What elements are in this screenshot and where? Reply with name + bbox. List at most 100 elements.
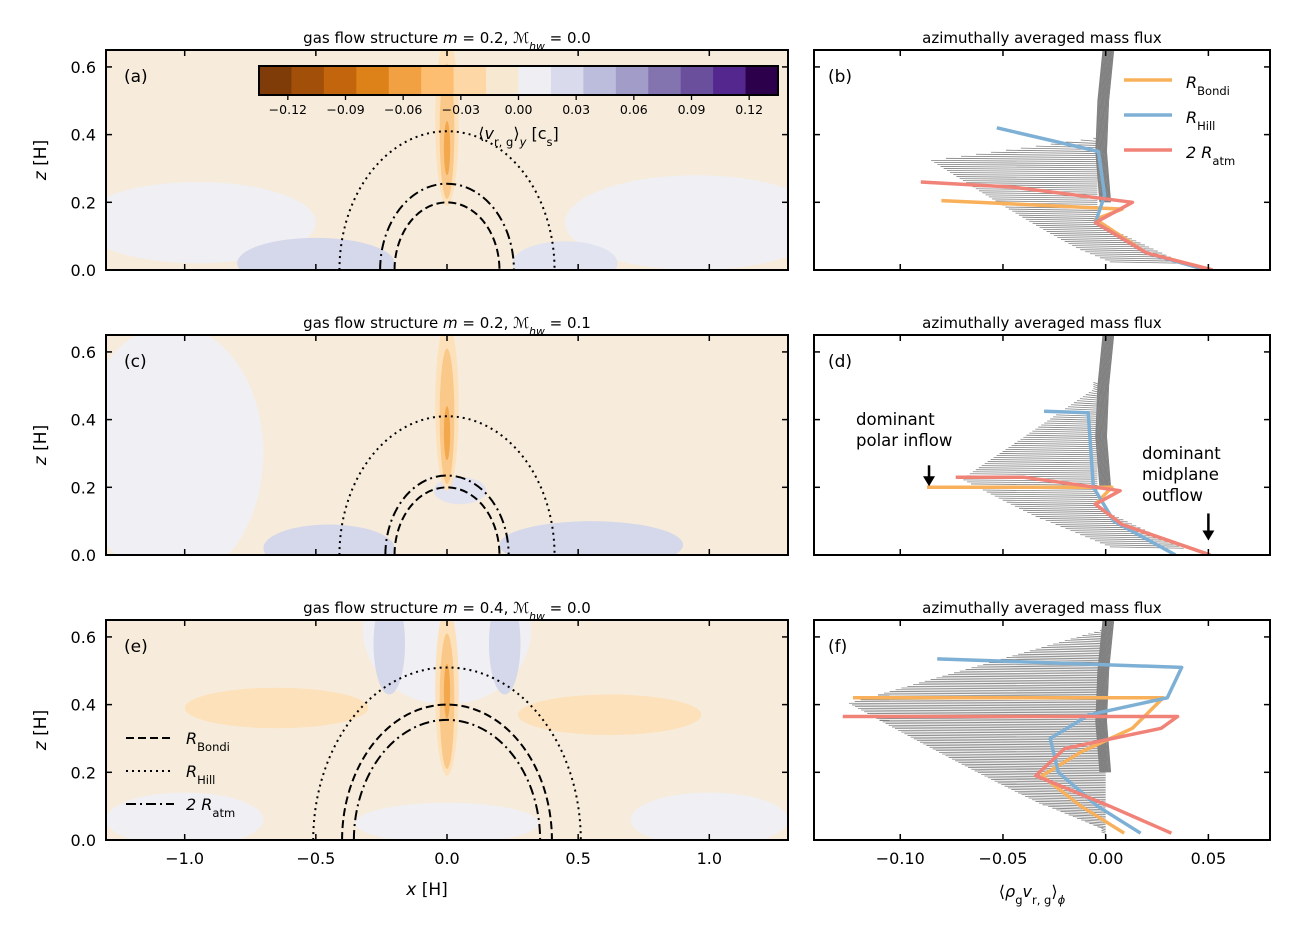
profile-column	[1105, 50, 1114, 203]
profile-line	[999, 453, 1098, 456]
profile-line	[1006, 657, 1106, 660]
colorbar-swatch	[453, 66, 487, 95]
y-tick-label: 0.2	[71, 763, 96, 782]
text-part: ρ	[1005, 882, 1015, 901]
profile-line	[937, 164, 1098, 167]
profile-line	[1032, 222, 1102, 226]
profile-line	[961, 155, 1098, 159]
profile-column	[1102, 50, 1111, 203]
contour-field	[106, 620, 788, 840]
profile-line	[1046, 231, 1120, 234]
text-part: [H]	[31, 140, 51, 171]
profile-line	[855, 706, 1106, 709]
profile-line	[1018, 507, 1102, 511]
profile-line	[1026, 434, 1098, 437]
profile-line	[1099, 542, 1176, 545]
colorbar-swatch	[323, 66, 357, 95]
y-tick-label: 0.2	[71, 478, 96, 497]
profile-line	[1006, 501, 1098, 504]
profile-column	[1101, 50, 1111, 203]
atm-radius-circle	[379, 183, 515, 271]
text-part: m	[443, 599, 458, 617]
colorbar-swatch	[550, 66, 584, 95]
x-tick-label: −1.0	[165, 849, 204, 868]
profile-line	[1070, 404, 1098, 407]
profile-column	[1104, 50, 1113, 203]
neutral-region	[565, 175, 788, 270]
profile-line	[1017, 440, 1098, 444]
profile-column	[1096, 335, 1105, 488]
profile-line	[977, 665, 1106, 668]
polar-jet-core	[443, 664, 451, 719]
profile-line	[1023, 652, 1106, 655]
polar-jet-core	[443, 406, 451, 461]
y-tick-label: 0.4	[71, 696, 96, 715]
profile-line	[878, 694, 1106, 697]
profile-line	[1093, 386, 1098, 389]
profile-line	[1053, 643, 1106, 646]
x-tick-label: −0.5	[296, 849, 335, 868]
text-part: 2 R	[186, 795, 212, 814]
panel-title: gas flow structure m = 0.2, ℳhw = 0.0	[303, 29, 591, 53]
profile-line	[990, 493, 1098, 496]
text-part: gas flow structure	[303, 314, 443, 332]
profile-line	[1101, 828, 1106, 831]
colorbar-label: ⟨vr, g⟩y [cs]	[478, 124, 559, 149]
profile-line	[1036, 224, 1107, 228]
text-part: [c	[526, 124, 546, 143]
text-part: g	[1015, 893, 1022, 907]
profile-line	[1025, 218, 1098, 221]
text-part: [H]	[31, 710, 51, 741]
text-part: gas flow structure	[303, 29, 443, 47]
profile-line	[929, 746, 1106, 750]
colorbar-swatch	[518, 66, 552, 95]
neutral-region	[630, 792, 788, 840]
text-part: ℳ	[513, 314, 529, 332]
profile-line	[977, 772, 1106, 775]
profile-line	[913, 738, 1106, 741]
profile-line	[948, 757, 1106, 760]
profile-line	[993, 457, 1098, 460]
profile-column	[1103, 50, 1112, 203]
profile-line	[963, 479, 1098, 482]
profile-column	[1096, 50, 1106, 203]
profile-line	[882, 721, 1106, 724]
inflow-region	[499, 521, 684, 555]
text-part: y	[519, 135, 527, 149]
profile-line	[932, 748, 1106, 751]
panel-label: (d)	[828, 352, 852, 372]
y-tick-label: 0.6	[71, 343, 96, 362]
profile-line	[946, 157, 1098, 161]
profile-line	[1024, 795, 1106, 799]
inflow-region	[237, 237, 395, 270]
profile-line	[1053, 235, 1128, 238]
profile-line	[879, 719, 1106, 722]
text-part: hw	[529, 325, 545, 338]
profile-line	[1085, 536, 1163, 539]
profile-column	[1095, 335, 1104, 488]
profile-line	[1104, 259, 1180, 262]
panel-label: (c)	[124, 352, 147, 372]
profile-line	[1080, 534, 1158, 537]
text-part: z	[31, 455, 51, 466]
profile-line	[1070, 638, 1106, 641]
y-tick-label: 0.6	[71, 628, 96, 647]
profile-column	[1101, 335, 1111, 488]
profile-line	[955, 760, 1106, 763]
profile-line	[895, 689, 1106, 692]
profile-line	[1020, 438, 1098, 441]
profile-line	[1018, 214, 1098, 217]
x-tick-label: 0.0	[434, 849, 459, 868]
profile-line	[1076, 400, 1098, 403]
profile-line	[1073, 402, 1098, 405]
text-part: = 0.0	[545, 599, 591, 617]
profile-line	[990, 459, 1098, 462]
profile-line	[1035, 516, 1120, 519]
legend-label-atm: 2 Ratm	[186, 795, 235, 820]
panel-title: gas flow structure m = 0.4, ℳhw = 0.0	[303, 599, 591, 623]
profile-line	[978, 467, 1098, 470]
x-axis-label: x [H]	[405, 880, 448, 900]
profile-line	[934, 161, 1098, 165]
profile-line	[1002, 451, 1098, 454]
profile-line	[966, 182, 1098, 185]
